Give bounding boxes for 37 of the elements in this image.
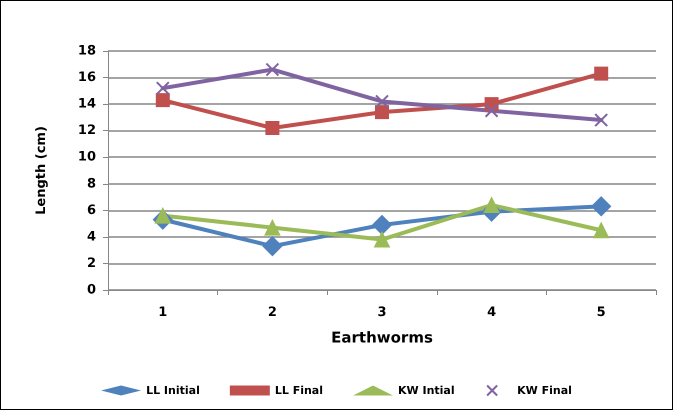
- y-tick-label: 10: [78, 150, 96, 165]
- x-tick-label: 1: [158, 305, 168, 320]
- point: [484, 104, 499, 118]
- point: [591, 196, 612, 216]
- point: [372, 214, 392, 235]
- point: [484, 197, 500, 214]
- point: [594, 113, 608, 128]
- point: [593, 222, 610, 238]
- point: [594, 66, 608, 81]
- x-tick-label: 5: [596, 305, 606, 320]
- y-tick-label: 0: [86, 282, 96, 298]
- legend-label: KW Intial: [398, 384, 455, 397]
- point: [264, 220, 280, 236]
- point: [156, 93, 170, 108]
- legend-label: LL Final: [274, 384, 324, 397]
- y-tick-label: 8: [86, 176, 96, 192]
- point: [262, 236, 282, 256]
- legend-label: LL Initial: [146, 384, 200, 397]
- y-tick-label: 16: [78, 70, 96, 86]
- point: [265, 121, 280, 136]
- point: [375, 105, 389, 120]
- x-tick-label: 4: [487, 305, 496, 320]
- x-tick-label: 3: [377, 305, 387, 320]
- point: [375, 94, 389, 108]
- y-tick-label: 2: [86, 256, 96, 271]
- x-tick-label: 2: [268, 305, 277, 320]
- y-tick-label: 6: [86, 202, 96, 218]
- y-tick-label: 12: [78, 123, 96, 138]
- x-axis-title: Earthworms: [331, 328, 433, 346]
- y-tick-label: 14: [78, 96, 96, 112]
- y-axis-title: Length (cm): [34, 126, 49, 215]
- point: [374, 232, 390, 248]
- point: [265, 62, 280, 77]
- y-tick-label: 4: [86, 229, 96, 244]
- legend-label: KW Final: [517, 384, 572, 397]
- y-tick-label: 18: [78, 44, 96, 58]
- point: [156, 81, 170, 96]
